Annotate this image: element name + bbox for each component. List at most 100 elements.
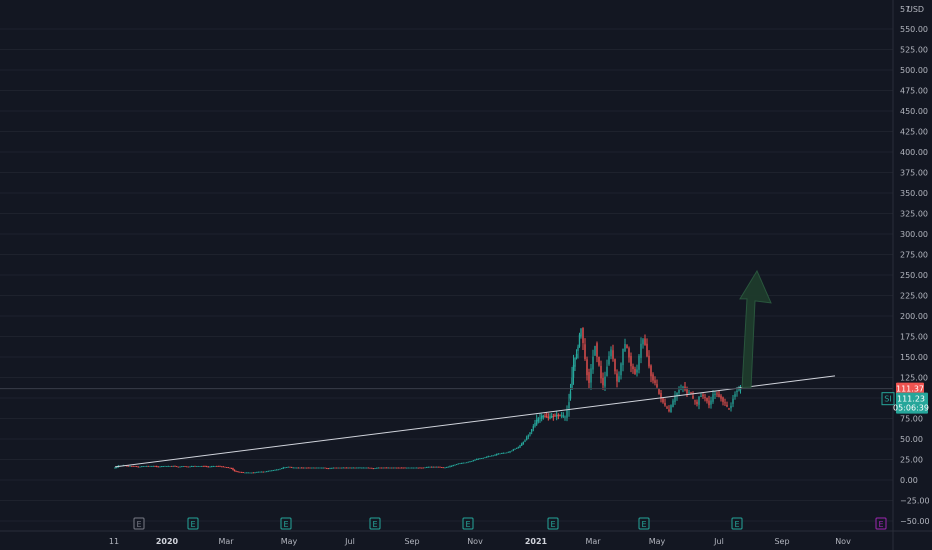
candle-body <box>616 373 618 382</box>
candle-body <box>439 466 441 468</box>
candle-body <box>602 377 604 386</box>
time-tick-label: Jul <box>713 537 724 546</box>
candle-body <box>738 388 740 391</box>
candle-body <box>255 471 258 473</box>
candle-body <box>369 467 371 469</box>
candle-body <box>397 467 400 469</box>
candle-body <box>434 466 436 468</box>
time-tick-label: 2021 <box>525 537 548 546</box>
candle-body <box>152 466 155 467</box>
trend-line[interactable] <box>114 375 836 468</box>
candle-body <box>437 466 440 468</box>
candle-body <box>310 467 313 469</box>
candle-body <box>224 466 226 468</box>
candle-body <box>194 466 196 467</box>
candle-body <box>307 467 310 469</box>
candle-body <box>364 467 366 469</box>
candle-body <box>225 467 228 468</box>
candle-body <box>572 364 575 378</box>
time-tick-label: May <box>649 537 666 546</box>
candle-body <box>414 467 416 469</box>
candle-body <box>726 404 728 407</box>
candle-body <box>229 467 231 469</box>
earnings-marker-label: E <box>734 520 739 529</box>
earnings-marker-icon <box>547 517 559 530</box>
candle-body <box>279 468 281 470</box>
candle-body <box>502 452 505 454</box>
candle-body <box>505 452 508 454</box>
price-tick-label: 425.00 <box>900 128 928 137</box>
candle-body <box>504 452 506 454</box>
candle-body <box>212 466 215 467</box>
candle-body <box>292 467 295 469</box>
candle-body <box>142 466 145 467</box>
candle-body <box>580 328 582 337</box>
price-tick-label: 300.00 <box>900 230 928 239</box>
candle-body <box>379 467 381 469</box>
candle-body <box>427 466 430 468</box>
candle-body <box>500 453 503 454</box>
candle-body <box>239 471 241 473</box>
candle-body <box>209 466 211 468</box>
candle-body <box>555 414 558 417</box>
candle-body <box>175 466 178 468</box>
candle-body <box>668 409 670 412</box>
candle-body <box>342 467 345 469</box>
candle-body <box>578 334 581 347</box>
price-tick-label: 325.00 <box>900 210 928 219</box>
candle-body <box>606 366 608 376</box>
candle-body <box>357 467 360 469</box>
price-tick-label: 225.00 <box>900 292 928 301</box>
candle-body <box>295 467 298 469</box>
candle-body <box>489 456 491 457</box>
candle-body <box>287 466 290 468</box>
candle-body <box>636 369 638 373</box>
candle-body <box>319 467 321 469</box>
candle-body <box>559 415 561 417</box>
candle-body <box>264 471 266 473</box>
candle-body <box>190 466 193 467</box>
candle-body <box>650 365 652 377</box>
candle-body <box>520 443 523 446</box>
candle-body <box>484 457 486 459</box>
candle-body <box>664 402 666 406</box>
time-axis[interactable]: 11 2020 Mar May Jul Sep Nov 2021 Mar May Jul Sep Nov <box>0 530 932 546</box>
candle-body <box>638 355 640 370</box>
candle-body <box>534 422 536 427</box>
candle-body <box>708 400 710 406</box>
earnings-marker-label: E <box>372 520 377 529</box>
candle-body <box>382 467 385 469</box>
candle-body <box>425 467 428 468</box>
candle-body <box>429 466 431 468</box>
candle-body <box>435 466 438 468</box>
candle-body <box>290 467 293 468</box>
time-tick-label: Nov <box>467 537 483 546</box>
candle-body <box>440 467 443 468</box>
candle-body <box>125 465 128 467</box>
candle-body <box>539 417 541 419</box>
candle-body <box>235 471 237 472</box>
candle-body <box>345 467 348 469</box>
candle-body <box>172 465 175 467</box>
candle-body <box>628 348 630 358</box>
candle-body <box>170 465 173 467</box>
candle-body <box>571 377 573 390</box>
candle-body <box>222 466 225 468</box>
candle-body <box>674 395 676 403</box>
candle-body <box>174 466 176 467</box>
last-price-label: 111.23 <box>897 395 925 404</box>
target-arrow[interactable] <box>739 269 772 389</box>
candle-body <box>182 466 185 467</box>
candle-body <box>532 426 535 429</box>
candle-body <box>482 457 485 459</box>
candle-body <box>702 394 704 397</box>
candle-body <box>180 466 183 468</box>
candle-body <box>710 400 712 405</box>
candle-body <box>470 461 473 462</box>
candle-body <box>732 398 734 404</box>
candle-body <box>568 402 570 409</box>
candle-body <box>552 416 555 417</box>
